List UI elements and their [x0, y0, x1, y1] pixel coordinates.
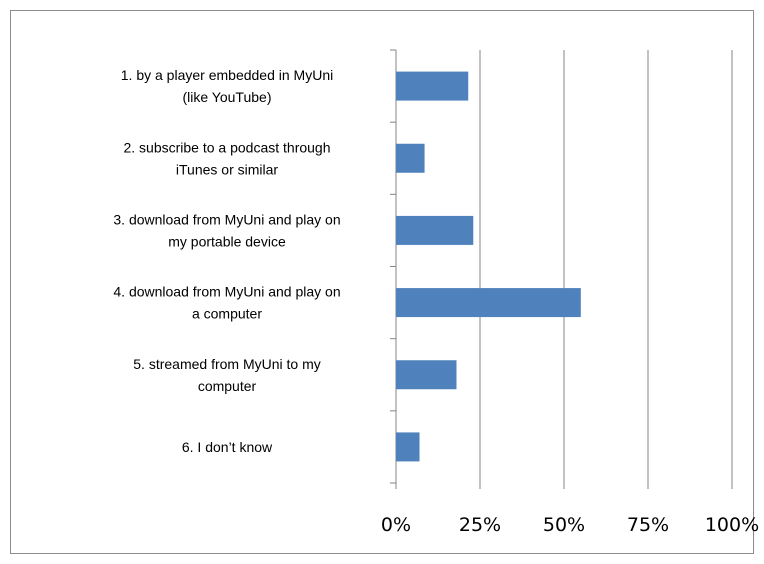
category-label-line: iTunes or similar — [176, 161, 279, 177]
category-label-line: my portable device — [168, 233, 286, 249]
category-label-line: 3. download from MyUni and play on — [113, 211, 340, 227]
value-tick-label: 25% — [459, 514, 501, 536]
category-label: 1. by a player embedded in MyUni (like Yo… — [121, 67, 333, 105]
category-label-line: 1. by a player embedded in MyUni — [121, 67, 333, 83]
category-label-line: 4. download from MyUni and play on — [113, 284, 340, 300]
category-label-line: 2. subscribe to a podcast through — [123, 139, 330, 155]
value-tick-label: 50% — [543, 514, 585, 536]
category-label-line: 5. streamed from MyUni to my — [133, 356, 321, 372]
value-tick-label: 100% — [705, 514, 759, 536]
category-label: 2. subscribe to a podcast through iTunes … — [123, 139, 330, 177]
bar — [396, 288, 581, 318]
value-tick-label: 75% — [627, 514, 669, 536]
chart-frame — [10, 10, 754, 554]
category-label: 6. I don’t know — [182, 439, 273, 455]
category-label-line: (like YouTube) — [183, 89, 272, 105]
category-label-line: 6. I don’t know — [182, 439, 273, 455]
bar — [396, 432, 420, 462]
category-label: 4. download from MyUni and play on a comp… — [113, 284, 340, 322]
category-label-line: a computer — [192, 306, 262, 322]
bar — [396, 71, 469, 101]
bar — [396, 360, 457, 390]
category-label: 3. download from MyUni and play on my por… — [113, 211, 340, 249]
category-label-line: computer — [198, 378, 257, 394]
value-tick-label: 0% — [381, 514, 411, 536]
bar — [396, 215, 474, 245]
category-label: 5. streamed from MyUni to my computer — [133, 356, 321, 394]
bar — [396, 143, 425, 173]
